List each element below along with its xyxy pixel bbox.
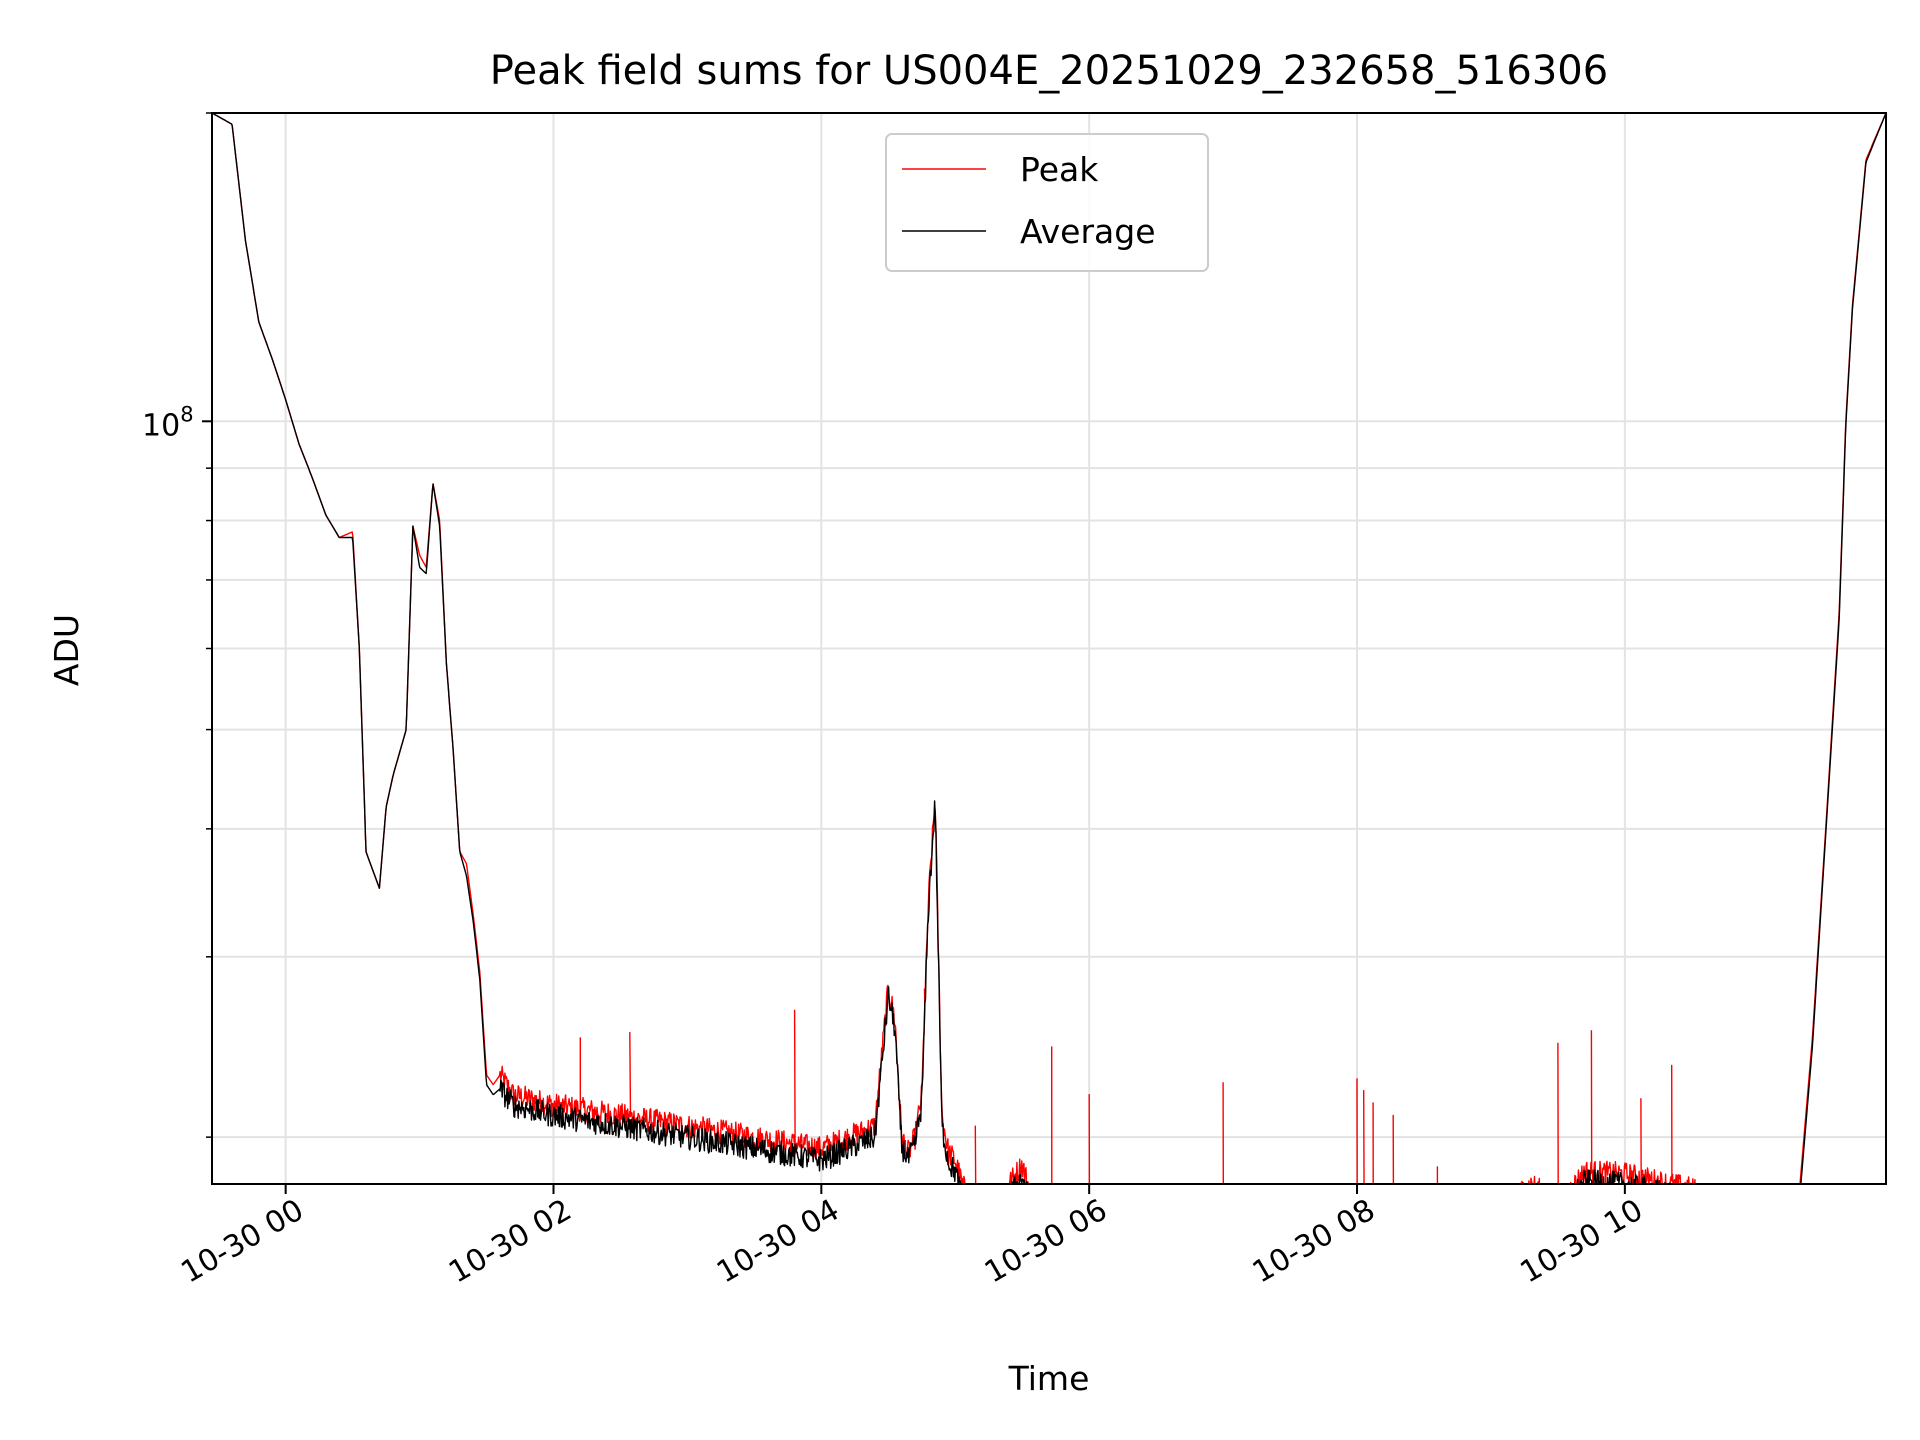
chart-title: Peak field sums for US004E_20251029_2326…	[490, 48, 1608, 94]
series-line-average	[212, 113, 1886, 1184]
legend-label-average: Average	[1020, 212, 1156, 251]
x-axis-label: Time	[1008, 1359, 1090, 1398]
series-line-peak	[212, 113, 1886, 1184]
y-tick-label: 108	[142, 402, 194, 443]
y-tick-exponent: 8	[180, 402, 193, 426]
legend-label-peak: Peak	[1020, 150, 1099, 189]
series-lines	[212, 113, 1886, 1184]
y-axis-label: ADU	[47, 614, 86, 686]
y-tick-base: 10	[142, 408, 180, 443]
legend: Peak Average	[885, 133, 1209, 272]
plot-area-frame	[211, 112, 1887, 1185]
